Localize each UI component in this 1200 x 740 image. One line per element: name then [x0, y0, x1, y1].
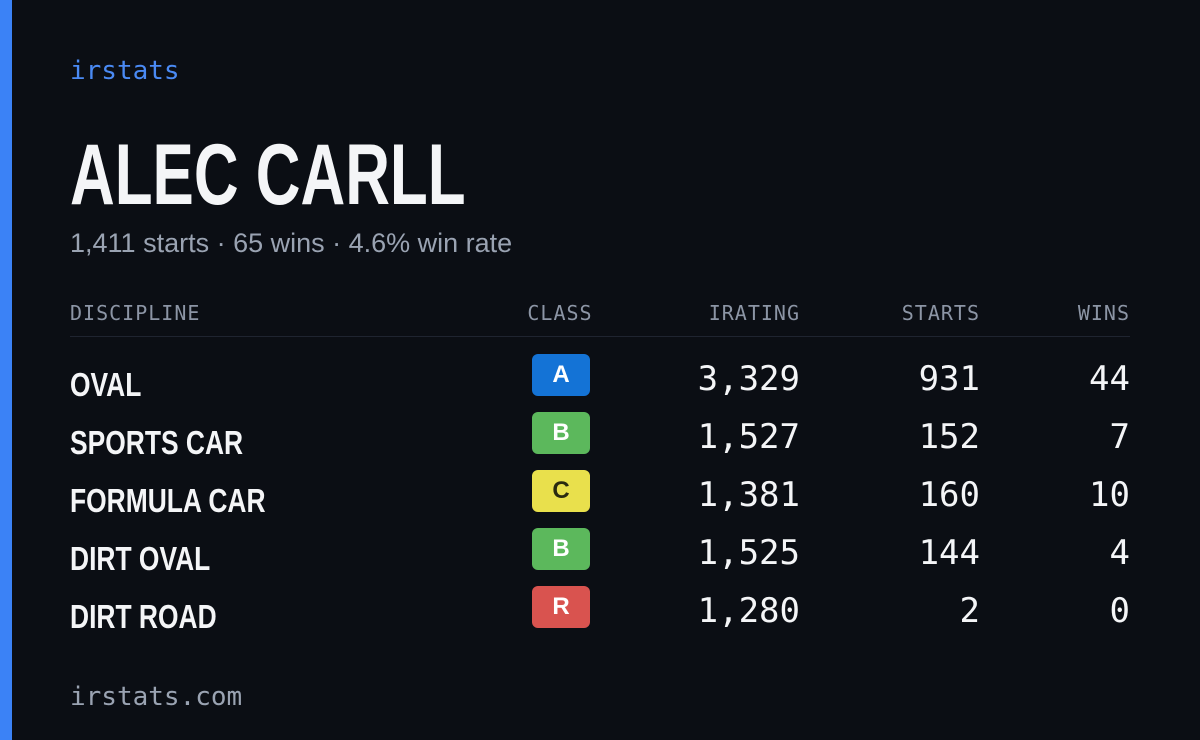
driver-summary: 1,411 starts · 65 wins · 4.6% win rate — [70, 228, 513, 258]
class-badge: A — [532, 354, 590, 396]
starts: 2 — [959, 591, 980, 631]
discipline: OVAL — [70, 366, 142, 403]
class-badge: B — [532, 528, 590, 570]
wins: 44 — [1089, 359, 1130, 399]
column-header: WINS — [1077, 301, 1130, 325]
discipline: SPORTS CAR — [70, 424, 244, 461]
starts: 160 — [918, 475, 980, 515]
class-badge: B — [532, 412, 590, 454]
irating: 1,525 — [697, 533, 800, 573]
column-header: IRATING — [708, 301, 800, 325]
irating: 3,329 — [697, 359, 800, 399]
starts: 144 — [918, 533, 980, 573]
class-badge: C — [532, 470, 590, 512]
irating: 1,527 — [697, 417, 800, 457]
discipline: DIRT ROAD — [70, 598, 217, 635]
column-header: CLASS — [527, 301, 593, 325]
header-rule — [70, 336, 1130, 337]
class-badge: R — [532, 586, 590, 628]
footer-link: irstats.com — [70, 682, 243, 712]
wins: 7 — [1109, 417, 1130, 457]
wins: 10 — [1089, 475, 1130, 515]
starts: 152 — [918, 417, 980, 457]
starts: 931 — [918, 359, 980, 399]
driver-name: ALEC CARLL — [70, 127, 466, 223]
column-header: STARTS — [901, 301, 980, 325]
discipline: FORMULA CAR — [70, 482, 266, 519]
wins: 4 — [1109, 533, 1130, 573]
irating: 1,381 — [697, 475, 800, 515]
accent-bar — [0, 0, 12, 740]
brand: irstats — [70, 56, 180, 86]
discipline: DIRT OVAL — [70, 540, 211, 577]
wins: 0 — [1109, 591, 1130, 631]
irating: 1,280 — [697, 591, 800, 631]
column-header: DISCIPLINE — [70, 301, 201, 325]
